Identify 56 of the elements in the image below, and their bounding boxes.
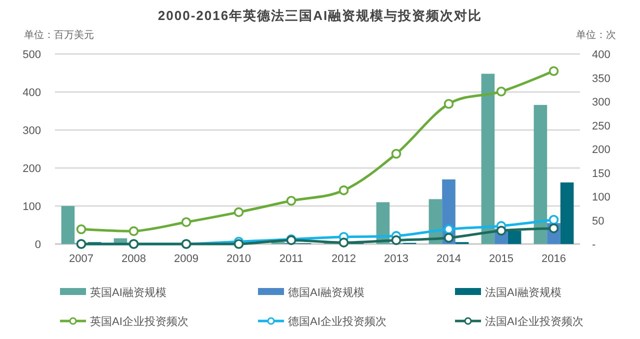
point (234, 207, 244, 218)
y2-tick-label: 250 (592, 120, 610, 132)
y2-tick-label: - (592, 239, 596, 251)
legend-label: 德国AI企业投资频次 (288, 315, 386, 328)
y2-tick-label: 150 (592, 168, 610, 180)
y-tick-label: 100 (22, 201, 41, 213)
legend-label: 法国AI融资规模 (485, 286, 562, 299)
y-tick-label: 0 (34, 239, 41, 251)
x-tick-label: 2015 (489, 253, 514, 265)
point (286, 196, 296, 206)
point (391, 148, 402, 159)
point (338, 238, 349, 248)
point (548, 66, 559, 76)
point (76, 224, 86, 234)
legend-label: 法国AI企业投资频次 (485, 315, 584, 328)
x-tick-label: 2016 (542, 253, 566, 265)
y2-tick-label: 200 (592, 144, 610, 156)
y2-tick-label: 50 (592, 215, 604, 228)
legend-label: 德国AI融资规模 (288, 287, 364, 299)
x-tick-label: 2014 (436, 253, 461, 265)
bar (481, 74, 495, 244)
x-tick-label: 2007 (69, 253, 94, 265)
x-tick-label: 2013 (384, 253, 408, 265)
y-axis-title: 单位：百万美元 (24, 29, 94, 41)
y2-tick-label: 100 (592, 192, 610, 204)
y-tick-label: 500 (22, 49, 41, 61)
y-tick-label: 300 (22, 125, 41, 137)
point (548, 214, 559, 225)
legend-label: 英国AI企业投资频次 (90, 315, 188, 328)
x-tick-label: 2010 (226, 253, 251, 265)
bar (61, 206, 75, 244)
x-tick-label: 2012 (332, 253, 356, 265)
bar (560, 182, 574, 244)
point (128, 226, 139, 236)
point (181, 217, 192, 228)
point (391, 235, 402, 246)
y2-tick-label: 350 (592, 72, 610, 85)
y-tick-label: 400 (22, 87, 41, 99)
point (444, 224, 454, 234)
bar (534, 104, 548, 244)
x-tick-label: 2011 (279, 253, 304, 265)
point (496, 226, 506, 236)
point (234, 239, 244, 249)
y2-tick-label: 400 (592, 49, 610, 61)
x-tick-label: 2008 (122, 253, 146, 265)
x-tick-label: 2009 (174, 253, 198, 265)
point (444, 98, 454, 109)
chart-title: 2000-2016年英德法三国AI融资规模与投资频次对比 (158, 8, 482, 23)
y2-tick-label: 300 (592, 96, 610, 108)
point (338, 185, 349, 196)
y2-axis-title: 单位：次 (576, 29, 616, 41)
point (444, 232, 454, 243)
y-tick-label: 200 (22, 163, 41, 175)
point (496, 86, 506, 96)
legend-label: 英国AI融资规模 (90, 286, 166, 299)
bar (508, 230, 522, 244)
